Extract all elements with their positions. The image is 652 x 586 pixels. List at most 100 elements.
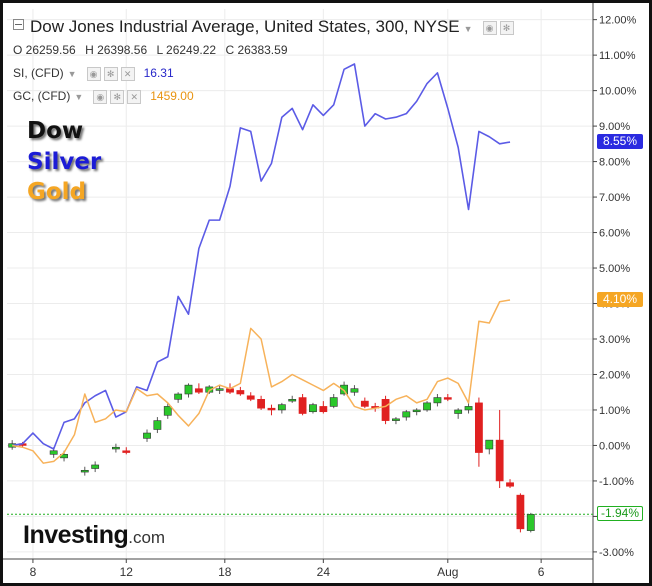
gear-icon[interactable]: ✻ — [103, 66, 118, 81]
candle-body — [423, 402, 431, 411]
close-icon[interactable]: ✕ — [127, 89, 142, 104]
label-dow: Dow — [27, 118, 84, 144]
ohlc-high: H 26398.56 — [85, 43, 148, 57]
ohlc-close: C 26383.59 — [225, 43, 288, 57]
y-tick-label: 0.00% — [599, 440, 630, 452]
candle-body — [526, 513, 535, 531]
y-tick-label: 2.00% — [599, 369, 630, 381]
candle-body — [194, 388, 203, 393]
candle-body — [277, 404, 286, 411]
candle-body — [454, 409, 463, 414]
dow-last-value-badge: -1.94% — [597, 506, 643, 522]
candle-body — [267, 407, 276, 411]
candle-body — [215, 388, 224, 391]
eye-icon[interactable]: ◉ — [93, 89, 108, 104]
x-tick-label: 24 — [317, 565, 331, 579]
candle-body — [184, 384, 193, 395]
candle-body — [309, 404, 317, 413]
logo-suffix: .com — [128, 528, 166, 547]
y-tick-label: -1.00% — [599, 476, 634, 488]
candle-body — [350, 388, 359, 393]
x-tick-label: Aug — [437, 565, 458, 579]
y-tick-label: 7.00% — [599, 192, 630, 204]
legend-silver-value: 16.31 — [143, 66, 174, 80]
y-tick-label: 11.00% — [599, 50, 636, 62]
candle-body — [360, 400, 369, 407]
x-tick-label: 8 — [30, 565, 37, 579]
candle-body — [506, 482, 514, 487]
candle-body — [143, 432, 151, 439]
candle-body — [80, 469, 89, 473]
ohlc-open: O 26259.56 — [13, 43, 76, 57]
candle-body — [329, 397, 338, 407]
legend-gold-value: 1459.00 — [150, 89, 194, 103]
candle-body — [516, 494, 525, 530]
chart-title-row: Dow Jones Industrial Average, United Sta… — [13, 17, 517, 37]
y-tick-label: 8.00% — [599, 157, 630, 169]
candle-body — [319, 406, 328, 413]
candle-body — [464, 406, 473, 411]
chevron-down-icon[interactable]: ▼ — [67, 69, 77, 79]
label-silver: Silver — [27, 149, 102, 175]
candle-body — [495, 439, 504, 482]
y-tick-label: 12.00% — [599, 15, 637, 27]
legend-silver-tools: ◉ ✻ ✕ — [86, 66, 138, 81]
silver-last-value-badge: 8.55% — [597, 134, 643, 150]
ohlc-row: O 26259.56 H 26398.56 L 26249.22 C 26383… — [13, 43, 294, 57]
legend-silver-label: SI, (CFD) — [13, 66, 64, 80]
candle-body — [257, 399, 266, 409]
y-tick-label: 5.00% — [599, 263, 630, 275]
candle-body — [163, 406, 172, 416]
chevron-down-icon[interactable]: ▼ — [463, 24, 473, 34]
candle-body — [288, 399, 297, 402]
title-tools: ◉ ✻ — [482, 17, 517, 37]
candle-body — [91, 464, 100, 469]
candle-body — [236, 390, 245, 395]
ohlc-low: L 26249.22 — [156, 43, 217, 57]
price-chart[interactable]: 12.00% 11.00% 10.00% 9.00% 8.00% 7.00% 6.00% 5.… — [3, 3, 649, 583]
chevron-down-icon[interactable]: ▼ — [74, 92, 84, 102]
candle-body — [485, 439, 494, 450]
y-tick-label: -3.00% — [599, 547, 634, 559]
x-tick-label: 18 — [218, 565, 232, 579]
candle-body — [174, 393, 183, 400]
gear-icon[interactable]: ✻ — [499, 20, 514, 35]
chart-title: Dow Jones Industrial Average, United Sta… — [30, 17, 460, 36]
candle-body — [443, 397, 452, 400]
collapse-icon[interactable] — [13, 19, 24, 30]
eye-icon[interactable]: ◉ — [482, 20, 497, 35]
candle-body — [475, 402, 483, 453]
y-tick-label: 1.00% — [599, 405, 630, 417]
candle-body — [153, 420, 162, 430]
candle-body — [392, 418, 400, 421]
gold-series-line — [12, 299, 511, 464]
y-tick-label: 10.00% — [599, 86, 637, 98]
gear-icon[interactable]: ✻ — [110, 89, 125, 104]
legend-gold-tools: ◉ ✻ ✕ — [93, 89, 144, 104]
legend-gold: GC, (CFD) ▼ ◉ ✻ ✕ 1459.00 — [13, 89, 194, 104]
legend-silver: SI, (CFD) ▼ ◉ ✻ ✕ 16.31 — [13, 66, 174, 81]
candle-body — [433, 397, 442, 404]
candle-body — [412, 409, 421, 413]
eye-icon[interactable]: ◉ — [86, 66, 101, 81]
x-tick-label: 12 — [120, 565, 134, 579]
candle-body — [122, 450, 131, 453]
investing-logo: Investing.com — [23, 521, 165, 550]
gold-last-value-badge: 4.10% — [597, 291, 643, 307]
x-tick-label: 6 — [538, 565, 545, 579]
candle-body — [298, 397, 307, 414]
y-tick-label: 9.00% — [599, 121, 630, 133]
candle-body — [246, 395, 255, 400]
candle-body — [112, 446, 120, 450]
silver-series-line — [12, 63, 511, 450]
label-gold: Gold — [27, 179, 87, 205]
y-tick-label: 3.00% — [599, 334, 630, 346]
logo-brand: Investing — [23, 521, 129, 549]
y-tick-label: 6.00% — [599, 228, 630, 240]
candle-body — [381, 399, 390, 421]
close-icon[interactable]: ✕ — [120, 66, 135, 81]
legend-gold-label: GC, (CFD) — [13, 89, 71, 103]
candle-body — [402, 411, 411, 418]
candle-body — [49, 450, 58, 455]
